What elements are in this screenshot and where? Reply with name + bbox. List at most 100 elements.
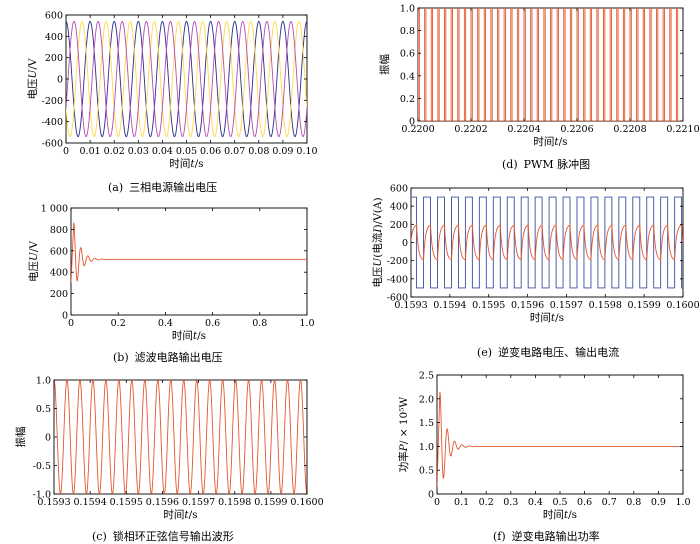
x-tick-label: 0.2210 bbox=[666, 124, 699, 135]
y-tick-label: 0.4 bbox=[400, 71, 415, 82]
x-tick-label: 0.1595 bbox=[472, 300, 505, 311]
x-tick-label: 0.04 bbox=[152, 146, 173, 157]
y-axis-label-f: 功率P/ × 10⁵W bbox=[397, 397, 410, 473]
plot-frame-a bbox=[65, 14, 308, 144]
y-tick-label: 0.2 bbox=[400, 94, 415, 105]
x-tick-label: 0.1594 bbox=[74, 497, 107, 508]
y-tick-label: 400 bbox=[390, 202, 408, 213]
x-tick-label: 0.09 bbox=[272, 146, 293, 157]
x-tick-label: 0.6 bbox=[577, 497, 592, 508]
caption-e: (e) 逆变电路电压、输出电流 bbox=[477, 346, 620, 359]
caption-a: (a) 三相电源输出电压 bbox=[108, 181, 218, 194]
x-tick-label: 0.4 bbox=[528, 497, 543, 508]
x-tick-label: 0.1595 bbox=[110, 497, 143, 508]
chart-d: 0.2200 0.2202 0.2204 0.2206 0.2208 0.2210 1.0 0… bbox=[400, 4, 700, 136]
x-tick-label: 0.4 bbox=[158, 318, 173, 329]
x-tick-label: 0.2206 bbox=[560, 124, 593, 135]
y-axis-label-d: 振幅 bbox=[378, 54, 391, 75]
y-tick-label: -1.0 bbox=[33, 490, 51, 501]
chart-a: 0 0.01 0.02 0.03 0.04 0.05 0.06 0.07 0.08 0.09 0.1… bbox=[42, 11, 318, 158]
chart-f: 0 0.1 0.2 0.3 0.4 0.5 0.6 0.7 0.8 0.9 1.0 2.5 2.0 1.5… bbox=[419, 371, 691, 509]
x-tick-label: 0.03 bbox=[128, 146, 149, 157]
x-tick-label: 0.1600 bbox=[666, 300, 699, 311]
x-tick-label: 0.2202 bbox=[454, 124, 487, 135]
x-tick-label: 0.1597 bbox=[182, 497, 215, 508]
x-tick-label: 0.2208 bbox=[613, 124, 646, 135]
y-tick-label: 600 bbox=[45, 11, 63, 22]
chart-e: 0.1593 0.1594 0.1595 0.1596 0.1597 0.1598 0.15… bbox=[387, 184, 700, 312]
y-axis-label-e: 电压U(电流I)/V(A) bbox=[371, 197, 384, 287]
y-tick-label: 800 bbox=[50, 225, 68, 236]
x-tick-label: 0.02 bbox=[104, 146, 125, 157]
x-axis-label-c: 时间t/s bbox=[163, 508, 197, 521]
series-line-2 bbox=[66, 20, 307, 138]
y-tick-label: 0 bbox=[409, 117, 415, 128]
y-tick-label: 0 bbox=[62, 311, 68, 322]
x-tick-label: 0.6 bbox=[205, 318, 220, 329]
x-axis-label-a: 时间t/s bbox=[169, 157, 203, 170]
series-line-0 bbox=[418, 8, 683, 121]
plot-frame-b bbox=[70, 207, 308, 316]
x-tick-label: 0.1598 bbox=[218, 497, 251, 508]
x-tick-label: 0 bbox=[63, 146, 69, 157]
x-axis-label-f: 时间t/s bbox=[543, 508, 577, 521]
x-tick-label: 0 bbox=[434, 497, 440, 508]
y-tick-label: 400 bbox=[45, 32, 63, 43]
y-tick-label: 0.5 bbox=[36, 404, 51, 415]
x-axis-label-d: 时间t/s bbox=[533, 135, 567, 148]
plot-frame-f bbox=[436, 374, 684, 495]
y-axis-label-b: 电压U/V bbox=[27, 241, 40, 282]
y-tick-label: -600 bbox=[42, 139, 63, 150]
y-tick-label: -200 bbox=[387, 256, 408, 267]
series-line-0 bbox=[437, 391, 683, 487]
chart-b: 0 0.2 0.4 0.6 0.8 1.0 1 000 800 600 400 200 0 bbox=[41, 204, 315, 330]
x-tick-label: 1.0 bbox=[299, 318, 314, 329]
x-tick-label: 0.1600 bbox=[290, 497, 323, 508]
y-tick-label: -600 bbox=[387, 293, 408, 304]
x-tick-label: 0.5 bbox=[552, 497, 567, 508]
y-tick-label: 0 bbox=[402, 238, 408, 249]
y-tick-label: 1.5 bbox=[419, 418, 434, 429]
caption-f: (f) 逆变电路输出功率 bbox=[493, 530, 600, 543]
y-tick-label: -400 bbox=[387, 274, 408, 285]
y-tick-label: 0 bbox=[45, 433, 51, 444]
y-tick-label: 600 bbox=[50, 246, 68, 257]
series-line-1 bbox=[411, 224, 683, 261]
x-tick-label: 0.2204 bbox=[507, 124, 540, 135]
x-tick-label: 0.1599 bbox=[254, 497, 287, 508]
y-tick-label: 0 bbox=[428, 490, 434, 501]
x-tick-label: 0.1 bbox=[454, 497, 469, 508]
y-tick-label: 200 bbox=[390, 220, 408, 231]
x-tick-label: 0.2 bbox=[111, 318, 126, 329]
caption-c: (c) 锁相环正弦信号输出波形 bbox=[92, 530, 234, 543]
x-tick-label: 0.2 bbox=[479, 497, 494, 508]
x-tick-label: 0.3 bbox=[503, 497, 518, 508]
series-line-0 bbox=[66, 20, 307, 138]
caption-b: (b) 滤波电路输出电压 bbox=[113, 351, 223, 364]
x-tick-label: 0.1594 bbox=[433, 300, 466, 311]
x-tick-label: 0.1598 bbox=[589, 300, 622, 311]
x-axis-label-e: 时间t/s bbox=[530, 311, 564, 324]
x-tick-label: 0.1599 bbox=[628, 300, 661, 311]
x-tick-label: 0.1597 bbox=[550, 300, 583, 311]
y-tick-label: 0.6 bbox=[400, 49, 415, 60]
x-tick-label: 0.8 bbox=[252, 318, 267, 329]
y-tick-label: 2.0 bbox=[419, 394, 434, 405]
y-tick-label: 200 bbox=[45, 53, 63, 64]
series-line-1 bbox=[66, 20, 307, 138]
x-tick-label: 0.2200 bbox=[401, 124, 434, 135]
y-tick-label: 1.0 bbox=[36, 376, 51, 387]
x-tick-label: 0.1593 bbox=[37, 497, 70, 508]
x-tick-label: 0.1596 bbox=[511, 300, 544, 311]
x-tick-label: 0.01 bbox=[80, 146, 101, 157]
x-tick-label: 0.07 bbox=[224, 146, 245, 157]
y-axis-label-c: 振幅 bbox=[14, 427, 27, 448]
x-tick-label: 0.7 bbox=[602, 497, 617, 508]
x-tick-label: 0.05 bbox=[176, 146, 197, 157]
y-tick-label: -200 bbox=[42, 96, 63, 107]
chart-c: 0.1593 0.1594 0.1595 0.1596 0.1597 0.1598 0.15… bbox=[33, 376, 324, 509]
y-tick-label: 0 bbox=[57, 75, 63, 86]
x-tick-label: 0.10 bbox=[296, 146, 317, 157]
y-tick-label: -400 bbox=[42, 117, 63, 128]
